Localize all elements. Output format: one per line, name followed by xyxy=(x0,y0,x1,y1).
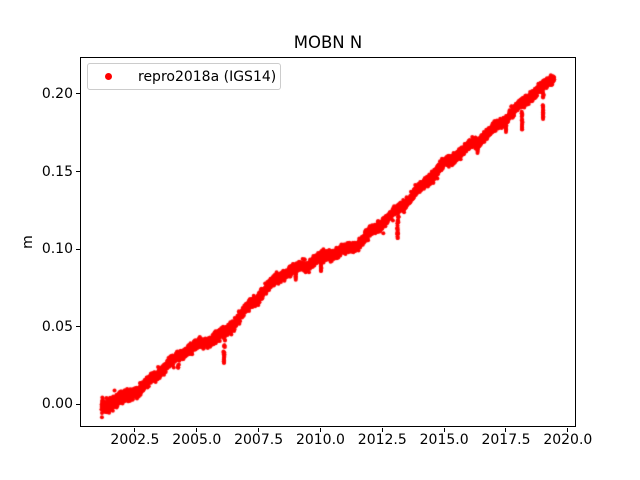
chart-title: MOBN N xyxy=(293,33,363,52)
y-axis-label: m xyxy=(20,235,36,249)
y-tick-label: 0.10 xyxy=(41,241,73,258)
y-tick-label: 0.15 xyxy=(41,163,73,180)
y-tick-mark xyxy=(76,171,80,173)
y-tick-label: 0.05 xyxy=(41,318,73,335)
x-tick-mark xyxy=(443,427,445,432)
x-tick-mark xyxy=(196,427,198,432)
legend: repro2018a (IGS14) xyxy=(87,63,281,90)
y-tick-mark xyxy=(76,248,80,250)
x-tick-mark xyxy=(319,427,321,432)
y-tick-mark xyxy=(76,93,80,95)
y-tick-mark xyxy=(76,403,80,405)
plot-area xyxy=(80,57,576,427)
y-tick-label: 0.20 xyxy=(41,85,73,102)
x-tick-mark xyxy=(567,427,569,432)
x-tick-label: 2002.5 xyxy=(110,432,160,448)
x-tick-label: 2015.0 xyxy=(419,432,469,448)
legend-marker-icon xyxy=(105,73,112,80)
y-tick-mark xyxy=(76,326,80,328)
x-tick-label: 2017.5 xyxy=(481,432,531,448)
x-tick-label: 2012.5 xyxy=(357,432,407,448)
x-tick-mark xyxy=(381,427,383,432)
x-tick-label: 2010.0 xyxy=(295,432,345,448)
x-tick-mark xyxy=(258,427,260,432)
x-tick-label: 2007.5 xyxy=(234,432,284,448)
x-tick-mark xyxy=(134,427,136,432)
x-tick-label: 2020.0 xyxy=(543,432,593,448)
y-tick-label: 0.00 xyxy=(41,396,73,413)
x-tick-mark xyxy=(505,427,507,432)
x-tick-label: 2005.0 xyxy=(172,432,222,448)
legend-label: repro2018a (IGS14) xyxy=(138,68,277,85)
